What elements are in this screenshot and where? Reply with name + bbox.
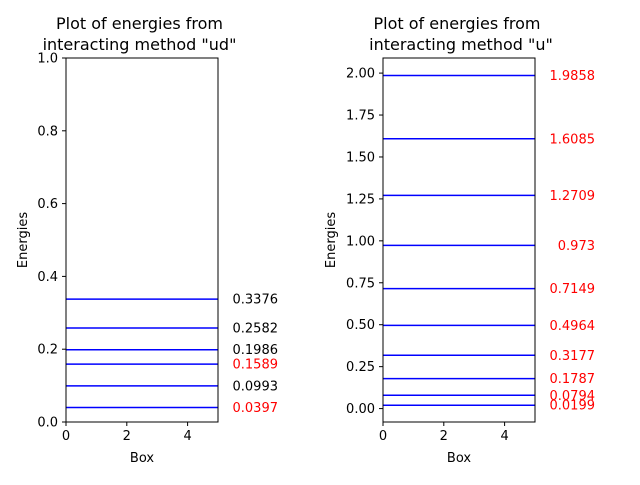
tick-layer: 0 2 4 0.0 0.2 0.4 0.6 0.8 1.0 — [37, 52, 191, 445]
energy-value-label: 0.973 — [558, 239, 595, 254]
energy-value-label: 0.1787 — [550, 372, 596, 387]
y-tick-label: 0.50 — [346, 318, 375, 333]
y-tick-label: 1.75 — [346, 109, 375, 124]
x-tick-label: 0 — [379, 429, 387, 444]
y-tick-label: 0.00 — [346, 402, 375, 417]
y-tick-label: 0.2 — [37, 343, 58, 358]
level-lines — [66, 298, 218, 409]
x-tick-label: 2 — [440, 429, 448, 444]
y-tick-label: 0.4 — [37, 270, 58, 285]
y-tick-label: 1.00 — [346, 234, 375, 249]
y-tick-label: 0.25 — [346, 360, 375, 375]
x-tick-label: 4 — [183, 429, 191, 444]
y-tick-label: 0.0 — [37, 416, 58, 431]
y-tick-label: 1.50 — [346, 150, 375, 165]
energy-value-label: 0.0397 — [233, 401, 279, 416]
plot-area-frame — [65, 57, 219, 423]
level-lines — [383, 74, 535, 406]
energy-value-label: 0.1589 — [233, 358, 279, 373]
tick-layer: 0 2 4 0.00 0.25 0.50 0.75 1.00 1.25 1.50 1.75 2.00 — [346, 67, 509, 444]
y-tick-label: 2.00 — [346, 67, 375, 82]
energy-value-label: 1.6085 — [550, 132, 596, 147]
energy-value-label: 0.1986 — [233, 343, 279, 358]
energy-value-label: 0.3177 — [550, 349, 596, 364]
energy-value-label: 0.0199 — [550, 399, 596, 414]
y-tick-label: 1.25 — [346, 192, 375, 207]
y-axis-label: Energies — [16, 212, 31, 268]
chart-title-line1: Plot of energies from — [56, 14, 223, 33]
energy-value-label: 0.4964 — [550, 319, 596, 334]
x-tick-label: 4 — [500, 429, 508, 444]
chart-panel-ud: Plot of energies from interacting method… — [16, 14, 278, 466]
x-tick-label: 2 — [123, 429, 131, 444]
chart-title-line1: Plot of energies from — [374, 14, 541, 33]
energy-value-label: 0.3376 — [233, 293, 279, 308]
energy-value-label: 1.2709 — [550, 189, 596, 204]
chart-title-line2: interacting method "u" — [369, 35, 553, 54]
chart-title-line2: interacting method "ud" — [43, 35, 237, 54]
x-axis-label: Box — [130, 451, 154, 466]
energy-value-label: 0.0993 — [233, 379, 279, 394]
energy-value-label: 0.0794 — [550, 389, 596, 404]
chart-panel-u: Plot of energies from interacting method… — [324, 14, 595, 466]
energy-value-label: 0.2582 — [233, 322, 279, 337]
y-tick-label: 0.75 — [346, 276, 375, 291]
energy-value-label: 1.9858 — [550, 69, 596, 84]
y-axis-label: Energies — [324, 212, 339, 268]
y-tick-label: 1.0 — [37, 52, 58, 67]
plot-area-frame — [382, 57, 536, 423]
energy-value-label: 0.7149 — [550, 282, 596, 297]
y-tick-label: 0.8 — [37, 124, 58, 139]
x-tick-label: 0 — [62, 429, 70, 444]
x-axis-label: Box — [447, 451, 471, 466]
y-tick-label: 0.6 — [37, 197, 58, 212]
